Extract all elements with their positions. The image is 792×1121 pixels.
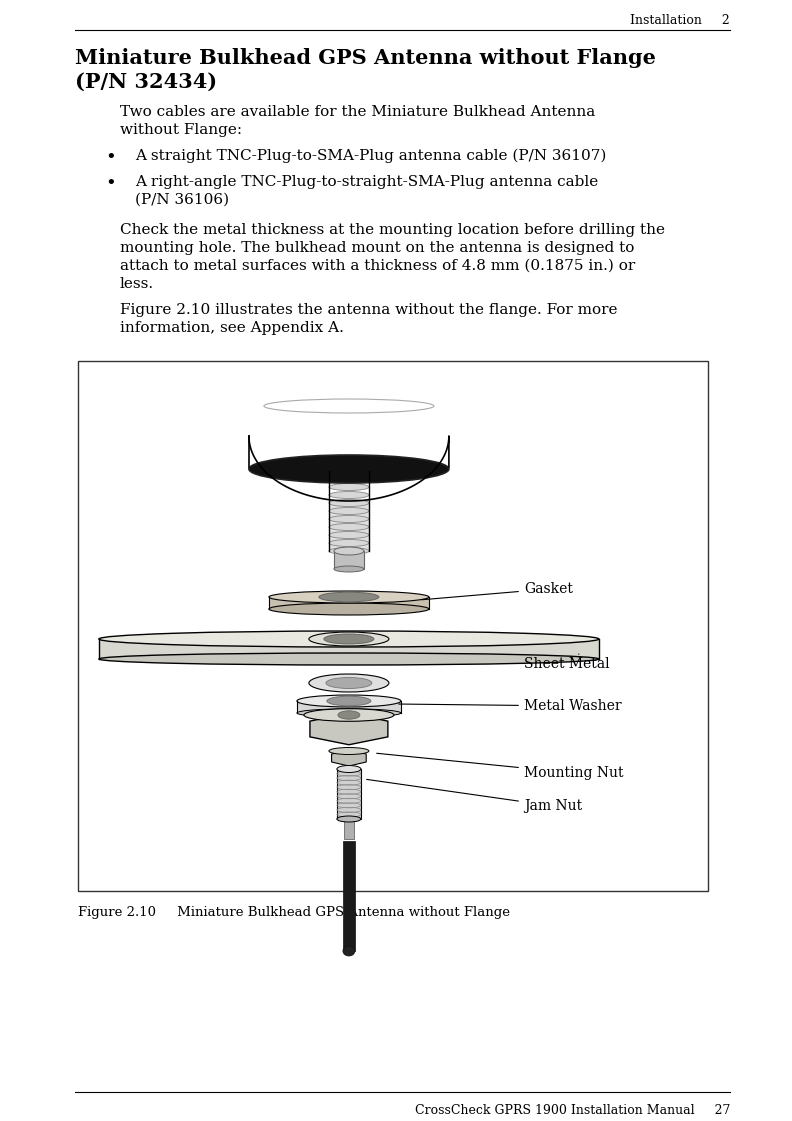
Text: Installation     2: Installation 2	[630, 13, 730, 27]
Ellipse shape	[249, 455, 449, 483]
Ellipse shape	[309, 674, 389, 692]
Ellipse shape	[329, 467, 369, 474]
Text: (P/N 32434): (P/N 32434)	[75, 72, 217, 92]
Ellipse shape	[329, 508, 369, 515]
Bar	[78, 361, 708, 891]
Ellipse shape	[329, 516, 369, 522]
Bar	[269, 597, 429, 609]
Text: without Flange:: without Flange:	[120, 123, 242, 137]
Text: Figure 2.10     Miniature Bulkhead GPS Antenna without Flange: Figure 2.10 Miniature Bulkhead GPS Anten…	[78, 906, 510, 919]
Text: mounting hole. The bulkhead mount on the antenna is designed to: mounting hole. The bulkhead mount on the…	[120, 241, 634, 254]
Bar	[344, 819, 354, 839]
Text: •: •	[105, 149, 116, 167]
Ellipse shape	[327, 696, 371, 706]
Text: attach to metal surfaces with a thickness of 4.8 mm (0.1875 in.) or: attach to metal surfaces with a thicknes…	[120, 259, 635, 274]
Text: Mounting Nut: Mounting Nut	[377, 753, 623, 780]
Text: Two cables are available for the Miniature Bulkhead Antenna: Two cables are available for the Miniatu…	[120, 105, 596, 119]
Ellipse shape	[297, 708, 401, 717]
Ellipse shape	[329, 500, 369, 507]
Text: Check the metal thickness at the mounting location before drilling the: Check the metal thickness at the mountin…	[120, 223, 665, 237]
Text: •: •	[105, 175, 116, 193]
Ellipse shape	[99, 654, 599, 665]
Text: Sheet Metal: Sheet Metal	[524, 654, 610, 671]
Ellipse shape	[324, 634, 374, 643]
Ellipse shape	[269, 591, 429, 603]
Ellipse shape	[337, 766, 361, 772]
Ellipse shape	[329, 475, 369, 482]
Ellipse shape	[329, 748, 369, 754]
Ellipse shape	[337, 816, 361, 822]
Ellipse shape	[304, 708, 394, 721]
Text: Figure 2.10 illustrates the antenna without the flange. For more: Figure 2.10 illustrates the antenna with…	[120, 303, 618, 317]
Ellipse shape	[338, 711, 360, 720]
Bar	[337, 769, 361, 819]
Ellipse shape	[329, 531, 369, 538]
Ellipse shape	[329, 524, 369, 530]
Ellipse shape	[329, 491, 369, 499]
Ellipse shape	[329, 539, 369, 547]
Ellipse shape	[269, 603, 429, 615]
Text: Metal Washer: Metal Washer	[398, 700, 622, 713]
Bar	[329, 471, 369, 552]
Ellipse shape	[334, 566, 364, 572]
Text: A right-angle TNC-Plug-to-straight-SMA-Plug antenna cable: A right-angle TNC-Plug-to-straight-SMA-P…	[135, 175, 598, 189]
Polygon shape	[332, 750, 366, 766]
Bar	[99, 639, 599, 659]
Polygon shape	[249, 436, 449, 501]
Text: Gasket: Gasket	[421, 582, 573, 600]
Text: Miniature Bulkhead GPS Antenna without Flange: Miniature Bulkhead GPS Antenna without F…	[75, 48, 656, 68]
Ellipse shape	[343, 946, 355, 956]
Text: less.: less.	[120, 277, 154, 291]
Ellipse shape	[326, 677, 372, 688]
Text: A straight TNC-Plug-to-SMA-Plug antenna cable (P/N 36107): A straight TNC-Plug-to-SMA-Plug antenna …	[135, 149, 607, 164]
Text: (P/N 36106): (P/N 36106)	[135, 193, 229, 207]
Ellipse shape	[297, 695, 401, 707]
Text: information, see Appendix A.: information, see Appendix A.	[120, 321, 344, 335]
Polygon shape	[310, 713, 388, 744]
Bar	[297, 701, 401, 713]
Ellipse shape	[309, 632, 389, 646]
Ellipse shape	[329, 483, 369, 491]
Ellipse shape	[99, 631, 599, 647]
Bar	[334, 552, 364, 569]
Ellipse shape	[334, 547, 364, 555]
Ellipse shape	[319, 592, 379, 602]
Text: CrossCheck GPRS 1900 Installation Manual     27: CrossCheck GPRS 1900 Installation Manual…	[415, 1104, 730, 1117]
Text: Jam Nut: Jam Nut	[367, 779, 582, 813]
Ellipse shape	[329, 547, 369, 555]
Bar	[343, 841, 355, 951]
